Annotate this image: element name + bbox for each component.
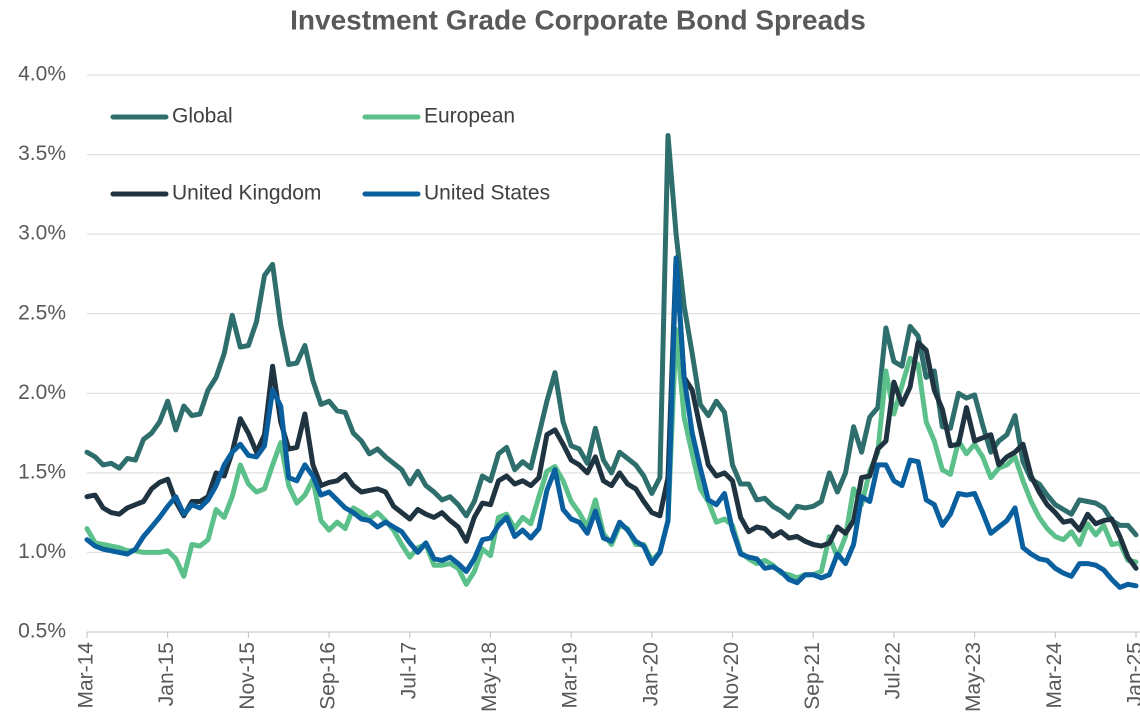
series-line <box>84 133 1139 538</box>
x-tick-label: Sep-21 <box>801 642 824 710</box>
y-tick-label: 1.0% <box>18 540 66 563</box>
x-tick-label: Sep-16 <box>317 642 340 710</box>
series-line <box>84 327 1139 587</box>
x-tick-label: Nov-20 <box>720 642 743 710</box>
x-tick-label: May-18 <box>478 642 501 712</box>
chart-title: Investment Grade Corporate Bond Spreads <box>290 4 866 35</box>
legend-label: United Kingdom <box>172 182 321 205</box>
legend-label: Global <box>172 105 233 128</box>
x-tick-label: Jul-17 <box>397 642 420 699</box>
x-tick-label: May-23 <box>962 642 985 712</box>
y-tick-label: 2.5% <box>18 301 66 324</box>
x-tick-label: Jul-22 <box>881 642 904 699</box>
y-tick-label: 3.5% <box>18 142 66 165</box>
x-tick-label: Mar-24 <box>1043 642 1066 709</box>
x-tick-label: Jan-15 <box>155 642 178 706</box>
x-tick-label: Mar-19 <box>559 642 582 709</box>
series-line <box>84 255 1139 571</box>
y-tick-label: 3.0% <box>18 222 66 245</box>
legend-label: United States <box>424 182 550 205</box>
x-tick-label: Mar-14 <box>75 642 98 709</box>
x-tick-label: Jan-25 <box>1124 642 1140 706</box>
series-line <box>84 255 1139 590</box>
legend-label: European <box>424 105 515 128</box>
x-tick-label: Nov-15 <box>236 642 259 710</box>
x-tick-label: Jan-20 <box>639 642 662 706</box>
y-tick-label: 4.0% <box>18 63 66 86</box>
y-tick-label: 1.5% <box>18 460 66 483</box>
y-tick-label: 2.0% <box>18 381 66 404</box>
y-tick-label: 0.5% <box>18 620 66 643</box>
